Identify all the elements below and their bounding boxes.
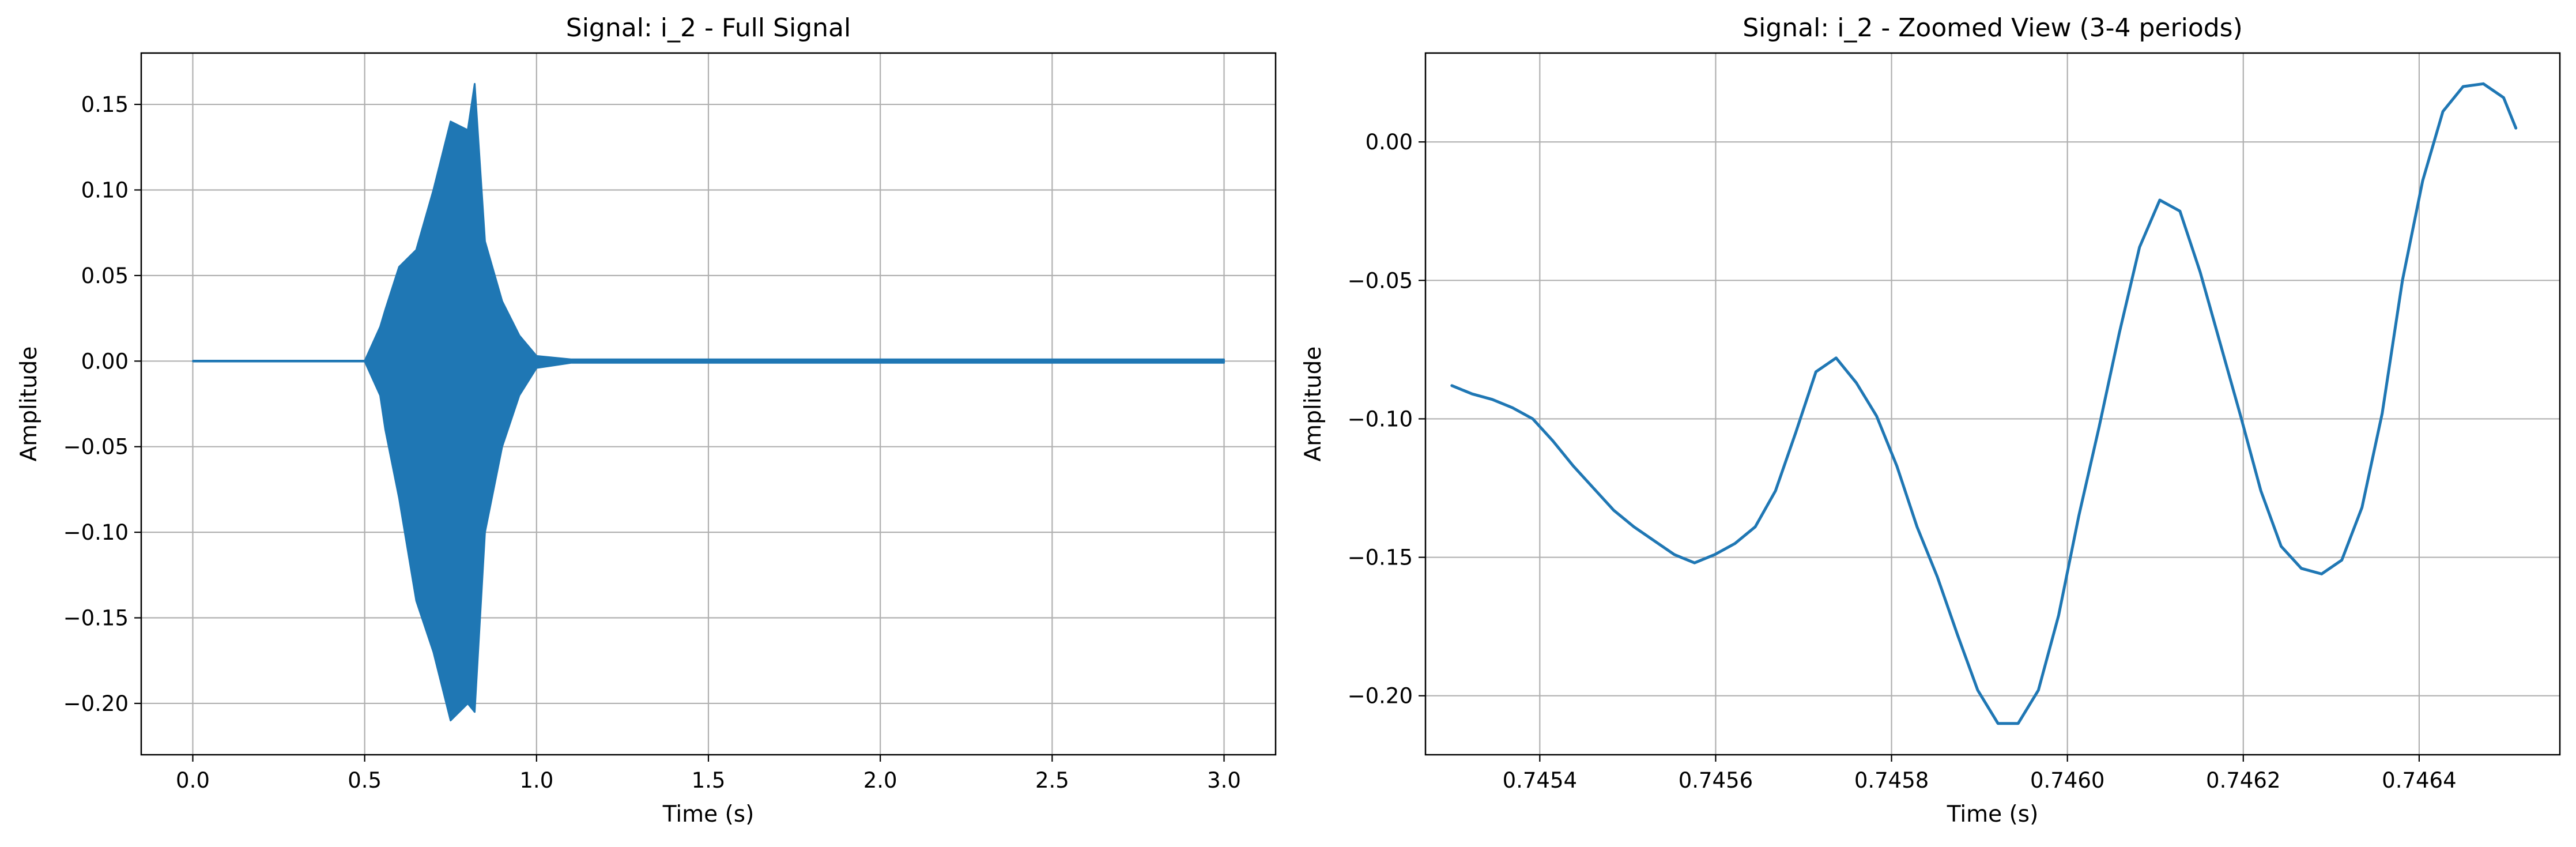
- zoomed-signal-y-ticks: −0.20 −0.15 −0.10 −0.05 0.00: [1348, 130, 1425, 709]
- full-signal-y-tick-label: −0.10: [63, 520, 129, 545]
- full-signal-panel: 0.0 0.5 1.0 1.5 2.0 2.5 3.0 −0.20−0.15−0.10−0.…: [16, 13, 1277, 827]
- full-signal-x-tick-label: 0.0: [176, 768, 210, 793]
- full-signal-y-tick-label: 0.05: [81, 263, 129, 288]
- zoomed-signal-x-axis-label: Time (s): [1947, 801, 2039, 827]
- zoomed-signal-x-tick-label: 0.7462: [2206, 768, 2280, 793]
- zoomed-signal-panel: 0.7454 0.7456 0.7458 0.7460 0.7462 0.7464 −0.…: [1300, 13, 2561, 827]
- zoomed-signal-axes-frame: [1424, 52, 2561, 756]
- full-signal-y-tick-label: 0.10: [81, 178, 129, 202]
- zoomed-signal-y-tick-label: −0.05: [1348, 268, 1413, 293]
- full-signal-title: Signal: i_2 - Full Signal: [566, 13, 851, 43]
- full-signal-y-tick-label: 0.00: [81, 349, 129, 374]
- full-signal-x-axis-label: Time (s): [662, 801, 755, 827]
- full-signal-plot-area: [192, 82, 1225, 722]
- zoomed-signal-y-tick-label: −0.20: [1348, 684, 1413, 709]
- zoomed-signal-y-tick-label: 0.00: [1366, 130, 1413, 155]
- full-signal-y-tick-label: −0.05: [63, 435, 129, 460]
- full-signal-y-tick-label: −0.15: [63, 606, 129, 631]
- zoomed-signal-y-tick-label: −0.10: [1348, 406, 1413, 431]
- full-signal-x-tick-label: 3.0: [1207, 768, 1241, 793]
- zoomed-signal-x-tick-label: 0.7464: [2382, 768, 2456, 793]
- full-signal-x-tick-label: 1.0: [519, 768, 553, 793]
- zoomed-signal-line: [1450, 82, 2518, 725]
- zoomed-signal-x-tick-label: 0.7456: [1679, 768, 1753, 793]
- zoomed-signal-y-axis-label: Amplitude: [1300, 347, 1326, 462]
- zoomed-signal-x-tick-label: 0.7460: [2030, 768, 2104, 793]
- zoomed-signal-title: Signal: i_2 - Zoomed View (3-4 periods): [1743, 13, 2243, 43]
- full-signal-x-tick-label: 0.5: [348, 768, 382, 793]
- full-signal-y-ticks: −0.20 −0.15 −0.10 −0.05 0.00 0.05 0.10 0.15: [63, 92, 141, 716]
- full-signal-x-tick-label: 2.5: [1035, 768, 1069, 793]
- zoomed-signal-grid: [1425, 53, 2560, 755]
- zoomed-signal-x-tick-label: 0.7458: [1854, 768, 1929, 793]
- full-signal-y-tick-label: 0.15: [81, 92, 129, 117]
- full-signal-y-axis-label: Amplitude: [16, 347, 42, 462]
- full-signal-grid: [141, 53, 1276, 755]
- full-signal-y-tick-label: −0.20: [63, 691, 129, 716]
- zoomed-signal-x-ticks: 0.7454 0.7456 0.7458 0.7460 0.7462 0.7464: [1503, 755, 2457, 793]
- zoomed-signal-x-tick-label: 0.7454: [1503, 768, 1577, 793]
- zoomed-signal-y-tick-label: −0.15: [1348, 545, 1413, 570]
- zoomed-signal-plot-area: [1450, 82, 2518, 725]
- full-signal-x-tick-label: 1.5: [692, 768, 726, 793]
- full-signal-x-ticks: 0.0 0.5 1.0 1.5 2.0 2.5 3.0: [176, 755, 1241, 793]
- full-signal-x-tick-label: 2.0: [863, 768, 897, 793]
